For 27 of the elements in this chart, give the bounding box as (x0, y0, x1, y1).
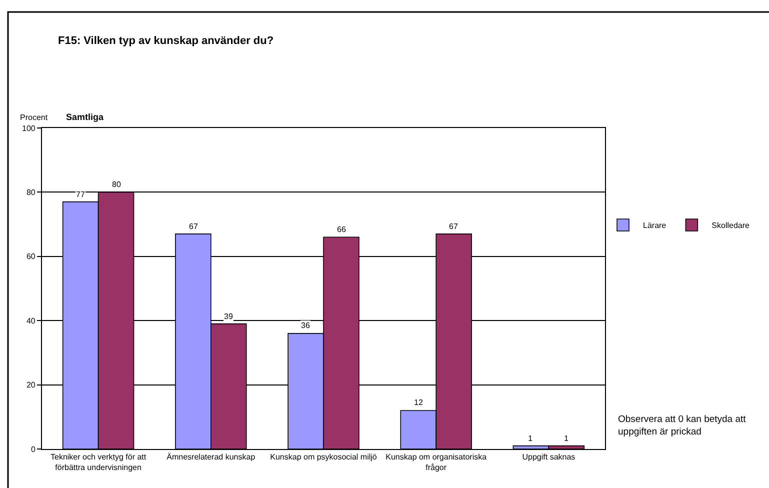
data-label: 67 (189, 222, 198, 231)
chart-subtitle: Samtliga (66, 112, 105, 122)
y-tick-label: 60 (26, 252, 36, 262)
x-tick-label: Tekniker och verktyg för att förbättra undervisningen (50, 452, 147, 472)
data-label: 1 (564, 434, 569, 443)
data-label: 66 (337, 225, 346, 234)
x-tick-label: Ämnesrelaterad kunskap (166, 452, 256, 462)
legend-label: Skolledare (712, 221, 750, 230)
text: Observera att 0 kan betyda att uppgiften är prickad (618, 414, 746, 438)
y-axis-title: Procent (20, 113, 48, 122)
legend-label: Lärare (643, 221, 667, 230)
y-tick-label: 40 (26, 316, 36, 326)
data-label: 80 (112, 180, 122, 189)
data-label: 67 (449, 222, 458, 231)
data-label: 39 (224, 312, 234, 321)
y-tick-label: 0 (30, 444, 36, 454)
x-tick-label: Kunskap om psykosocial miljö (270, 452, 378, 462)
y-tick-label: 20 (26, 380, 36, 390)
data-label: 1 (528, 434, 533, 443)
data-label: 36 (301, 321, 310, 330)
data-label: 12 (414, 398, 424, 407)
x-tick-label: Kunskap om organisatoriska frågor (386, 452, 488, 472)
y-tick-label: 80 (26, 188, 36, 197)
chart-title: F15: Vilken typ av kunskap använder du? (58, 34, 274, 47)
x-tick-label: Uppgift saknas (522, 452, 576, 462)
data-label: 77 (76, 190, 86, 199)
y-tick-label: 100 (22, 124, 36, 133)
